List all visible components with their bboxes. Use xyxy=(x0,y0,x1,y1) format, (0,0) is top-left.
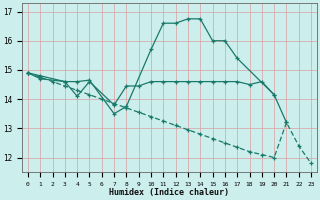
X-axis label: Humidex (Indice chaleur): Humidex (Indice chaleur) xyxy=(109,188,229,197)
